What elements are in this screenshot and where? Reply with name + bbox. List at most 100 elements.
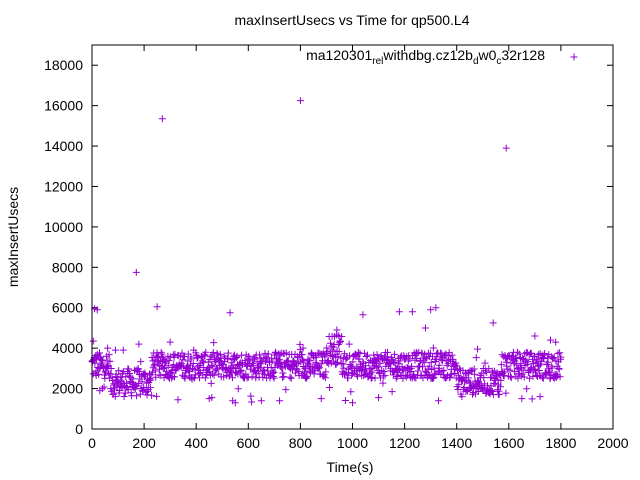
data-point [531, 332, 539, 340]
data-point [278, 364, 286, 372]
data-point [388, 388, 396, 396]
data-point [497, 376, 505, 384]
data-point [135, 340, 143, 348]
data-point [248, 398, 256, 406]
data-point [107, 364, 115, 372]
data-point [310, 370, 318, 378]
data-point [316, 364, 324, 372]
data-point [210, 339, 218, 347]
data-point [111, 346, 119, 354]
data-point [250, 368, 258, 376]
data-point [104, 362, 112, 370]
data-point [338, 332, 346, 340]
data-point [408, 362, 416, 370]
data-point [520, 366, 528, 374]
data-point [341, 370, 349, 378]
data-point [119, 346, 127, 354]
data-point [349, 399, 356, 407]
data-point [129, 375, 137, 383]
data-point [422, 355, 430, 363]
data-point [198, 357, 206, 365]
data-point [293, 360, 301, 368]
data-point [512, 355, 520, 363]
data-point [178, 349, 186, 357]
data-point [335, 348, 343, 356]
data-point [354, 372, 362, 380]
data-point [234, 385, 242, 393]
data-point [305, 360, 313, 368]
data-point [227, 367, 235, 375]
data-point [432, 304, 440, 312]
data-point [226, 309, 234, 317]
data-point [548, 364, 556, 372]
data-point [429, 344, 437, 352]
data-point [174, 396, 182, 404]
data-point [93, 306, 101, 314]
data-point [91, 359, 99, 367]
data-point [541, 349, 549, 357]
data-point [342, 355, 350, 363]
data-point [179, 356, 187, 364]
data-point [187, 355, 195, 363]
data-point [478, 369, 486, 377]
data-point [282, 386, 290, 394]
data-point [299, 344, 307, 352]
data-point [181, 374, 189, 382]
data-point [397, 371, 405, 379]
data-point [453, 362, 461, 370]
data-point [237, 367, 245, 375]
data-point [481, 359, 489, 367]
data-point [355, 355, 363, 363]
data-point [531, 368, 539, 376]
data-point [132, 268, 140, 276]
data-point [166, 338, 174, 346]
data-point [393, 372, 401, 380]
data-point [454, 371, 462, 379]
data-point [99, 356, 107, 364]
data-point [514, 348, 522, 356]
data-point [191, 371, 199, 379]
data-point [435, 361, 443, 369]
data-point [224, 349, 232, 357]
data-point [527, 349, 535, 357]
data-point [208, 394, 216, 402]
data-point [461, 377, 469, 385]
data-point [332, 360, 340, 368]
data-point [89, 337, 97, 345]
data-point [333, 326, 341, 334]
data-point [135, 379, 143, 387]
y-tick-label: 10000 [44, 219, 83, 235]
data-point [249, 361, 257, 369]
data-point [252, 374, 260, 382]
data-point [209, 362, 217, 370]
data-point [151, 367, 159, 375]
y-tick-label: 12000 [44, 178, 83, 194]
data-point [420, 359, 428, 367]
data-point [329, 346, 337, 354]
x-axis-label: Time(s) [327, 459, 374, 475]
data-point [247, 392, 255, 400]
data-point [523, 385, 531, 393]
x-tick-label: 800 [289, 435, 313, 451]
data-point [408, 308, 416, 316]
data-point [501, 368, 509, 376]
data-point [106, 370, 114, 378]
data-point [317, 360, 325, 368]
data-point [474, 345, 482, 353]
data-point [195, 370, 203, 378]
data-point [228, 362, 236, 370]
y-axis-label: maxInsertUsecs [5, 187, 21, 287]
data-point [238, 360, 246, 368]
data-point [321, 353, 329, 361]
data-point [220, 373, 228, 381]
data-point [480, 374, 488, 382]
data-point [341, 396, 349, 404]
data-point [227, 359, 235, 367]
data-point [556, 373, 564, 381]
data-point [111, 392, 119, 400]
data-point [503, 362, 511, 370]
data-point [438, 367, 446, 375]
data-point [153, 303, 161, 311]
data-point [323, 358, 331, 366]
data-point [256, 351, 264, 359]
